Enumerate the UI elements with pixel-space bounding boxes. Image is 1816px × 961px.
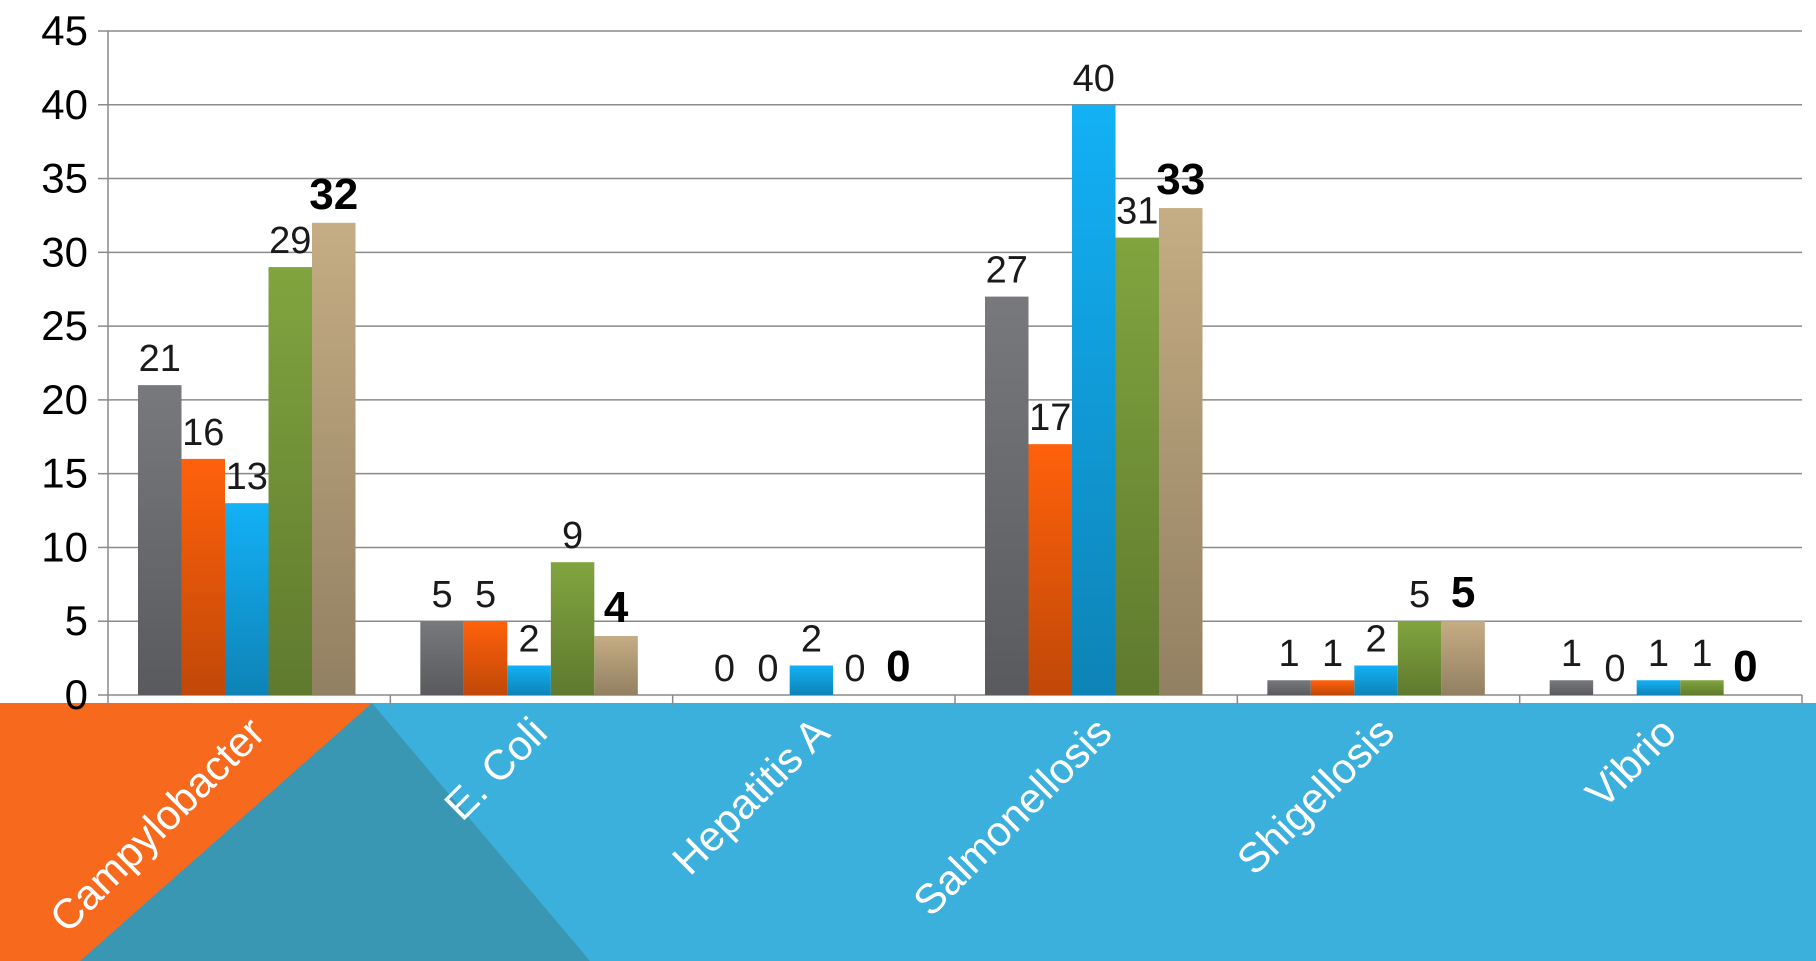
data-label: 5: [1409, 574, 1430, 616]
data-label: 0: [886, 642, 910, 691]
data-label: 2: [519, 618, 540, 660]
data-label: 40: [1073, 58, 1115, 100]
y-tick-label: 5: [65, 597, 88, 644]
y-tick-label: 45: [41, 7, 88, 54]
bar: [985, 296, 1029, 695]
data-label: 5: [1451, 568, 1475, 617]
data-label: 0: [844, 648, 865, 690]
bar: [594, 635, 638, 695]
data-label: 5: [432, 574, 453, 616]
data-label: 13: [226, 456, 268, 498]
bar: [1354, 665, 1398, 695]
y-tick-label: 20: [41, 376, 88, 423]
y-tick-label: 35: [41, 155, 88, 202]
bars: [138, 104, 1724, 696]
data-label: 4: [604, 583, 629, 632]
data-label: 27: [986, 250, 1028, 292]
bar: [138, 385, 182, 695]
band-orange-shape: [0, 703, 372, 961]
data-label: 33: [1156, 155, 1205, 204]
data-label: 0: [1604, 648, 1625, 690]
bar: [1028, 444, 1072, 695]
data-label: 0: [714, 648, 735, 690]
data-label: 1: [1648, 633, 1669, 675]
y-tick-label: 25: [41, 302, 88, 349]
data-label: 1: [1561, 633, 1582, 675]
bar: [1072, 104, 1116, 696]
bar: [268, 267, 312, 695]
bar: [312, 222, 356, 696]
bar: [1115, 237, 1159, 696]
bar: [1159, 208, 1203, 696]
bar: [181, 458, 225, 695]
y-tick-label: 30: [41, 228, 88, 275]
data-label: 17: [1029, 397, 1071, 439]
data-label: 9: [562, 515, 583, 557]
bar: [1441, 621, 1485, 695]
gridlines: [98, 30, 1803, 705]
category-band: [0, 703, 1816, 961]
data-label: 16: [182, 412, 224, 454]
data-label: 0: [1733, 642, 1757, 691]
bar: [550, 562, 595, 695]
data-label: 32: [309, 170, 358, 219]
y-tick-label: 10: [41, 523, 88, 570]
y-tick-label: 40: [41, 81, 88, 128]
data-label: 1: [1279, 633, 1300, 675]
data-label: 2: [801, 618, 822, 660]
bar: [1549, 680, 1594, 695]
bar: [420, 621, 464, 695]
data-label: 1: [1691, 633, 1712, 675]
data-label: 21: [139, 338, 181, 380]
y-axis-ticks: 0 5 10 15 20 25 30 35 40 45: [41, 7, 88, 718]
bar: [507, 665, 551, 695]
bar: [225, 503, 269, 695]
data-label: 1: [1322, 633, 1343, 675]
y-tick-label: 15: [41, 450, 88, 497]
bar: [789, 665, 834, 695]
data-label: 0: [757, 648, 778, 690]
data-label: 2: [1366, 618, 1387, 660]
bar: [463, 621, 508, 695]
data-label: 5: [475, 574, 496, 616]
bar: [1680, 680, 1724, 695]
data-label: 29: [269, 220, 311, 262]
bar: [1310, 680, 1355, 695]
data-label: 31: [1116, 191, 1158, 233]
bar: [1636, 680, 1681, 695]
y-tick-label: 0: [65, 671, 88, 718]
bar: [1397, 621, 1442, 695]
bar: [1267, 680, 1311, 695]
